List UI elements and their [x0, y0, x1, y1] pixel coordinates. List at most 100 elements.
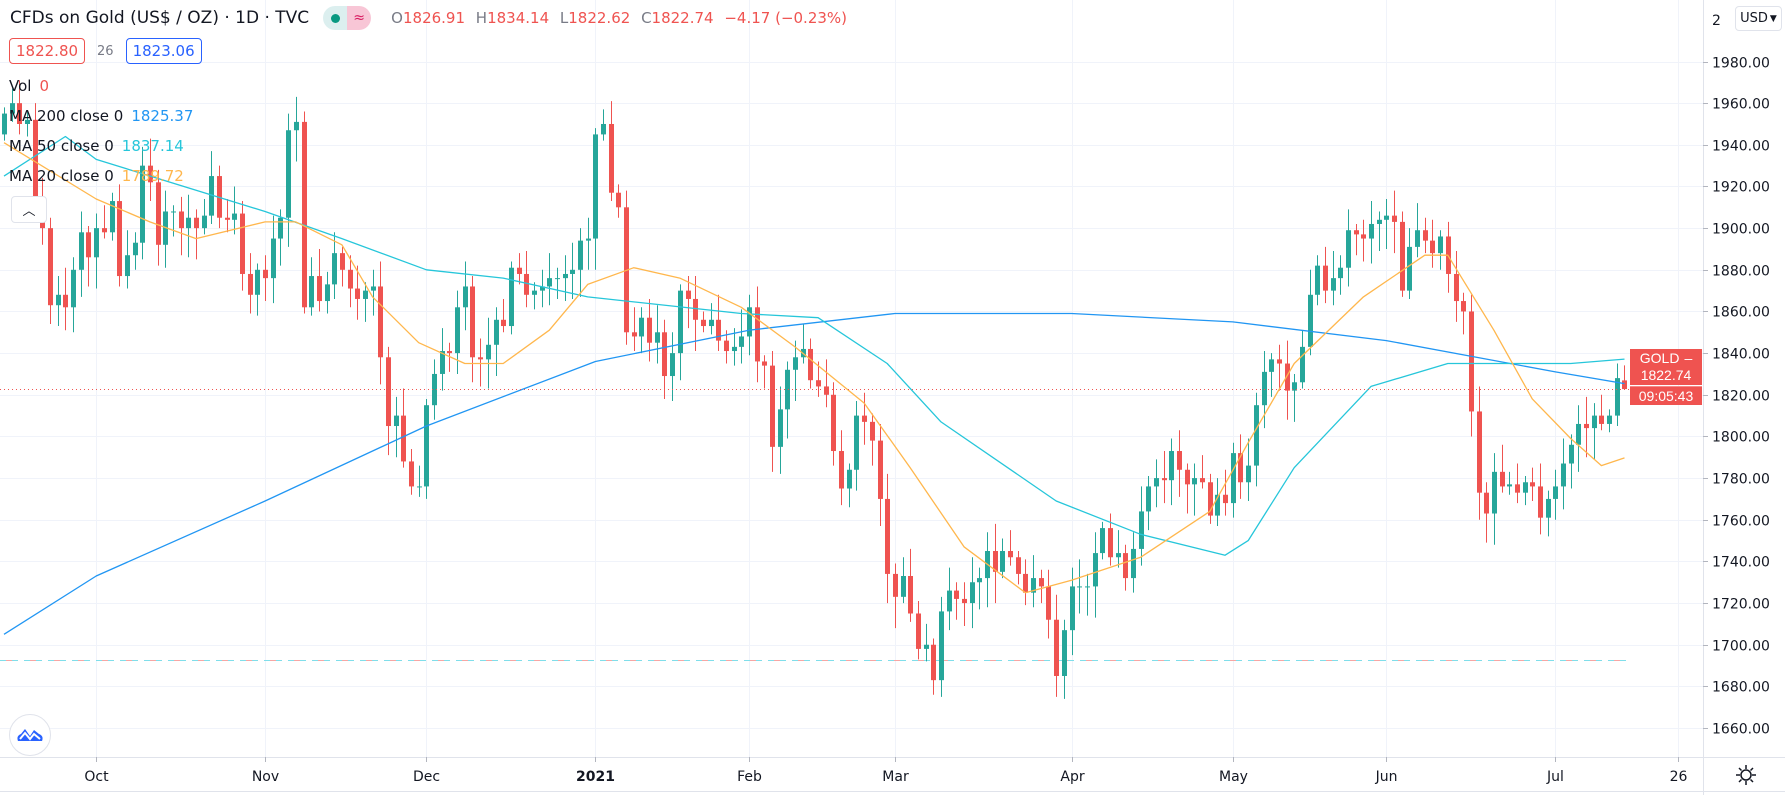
candle-body	[1331, 278, 1336, 291]
price-scale[interactable]: 1980.00 1960.00 1940.00 1920.00 1900.00 1880.…	[1703, 13, 1770, 738]
candle-body	[1438, 236, 1443, 254]
candle-body	[1492, 471, 1497, 514]
candle-body	[1238, 453, 1243, 483]
candle-down	[1423, 217, 1428, 254]
candle-up	[309, 257, 314, 316]
candle-up	[1085, 573, 1090, 616]
price-tick-label: 1760.00	[1712, 514, 1770, 530]
candle-up	[255, 263, 260, 316]
price-tick-label: 1860.00	[1712, 305, 1770, 321]
candle-body	[509, 267, 514, 327]
candle-up	[1146, 476, 1151, 531]
candle-down	[870, 413, 875, 466]
candle-down	[831, 382, 836, 466]
currency-dropdown[interactable]: USD ▼	[1735, 6, 1782, 31]
symbol-title[interactable]: CFDs on Gold (US$ / OZ) · 1D · TVC	[10, 8, 310, 28]
collapse-legend-button[interactable]: ︿	[11, 196, 47, 223]
price-tick-label: 1880.00	[1712, 264, 1770, 280]
candle-body	[1185, 469, 1190, 485]
price-tick-label: 1820.00	[1712, 389, 1770, 405]
candle-body	[225, 217, 230, 220]
last-price-symbol: GOLD	[1639, 350, 1680, 366]
candle-body	[709, 319, 714, 327]
price-tick-label: 1940.00	[1712, 139, 1770, 155]
candle-up	[570, 242, 575, 299]
candle-body	[1146, 486, 1151, 512]
candle-body	[1139, 511, 1144, 549]
candle-up	[563, 255, 568, 302]
candle-body	[601, 123, 606, 135]
grid	[0, 0, 1703, 757]
candle-body	[655, 332, 660, 343]
candle-up	[924, 623, 929, 662]
change-value: −4.17 (−0.23%)	[724, 9, 848, 27]
candle-up	[1331, 251, 1336, 306]
candle-body	[194, 217, 199, 229]
candle-body	[762, 361, 767, 366]
legend-vol[interactable]: Vol 0	[9, 77, 49, 95]
ma200-line	[3, 312, 1625, 635]
candle-body	[1553, 486, 1558, 499]
spread: 26	[97, 43, 114, 59]
tradingview-logo[interactable]	[9, 714, 51, 756]
ma50-line	[3, 135, 1625, 556]
candle-up	[901, 557, 906, 604]
candle-body	[893, 573, 898, 597]
candle-body	[1085, 586, 1090, 588]
candle-body	[1361, 234, 1366, 239]
candle-body	[939, 611, 944, 681]
candle-body	[1277, 359, 1282, 364]
candle-up	[1592, 403, 1597, 460]
candle-up	[1384, 198, 1389, 249]
buy-button[interactable]: 1823.06	[125, 38, 202, 64]
legend-ma20[interactable]: MA 20 close 0 1789.72	[9, 167, 184, 185]
candle-up	[10, 88, 15, 122]
candle-up	[432, 359, 437, 420]
candle-body	[1622, 380, 1627, 390]
candle-down	[86, 226, 91, 287]
candle-body	[962, 598, 967, 604]
candle-body	[993, 551, 998, 572]
candle-up	[578, 228, 583, 297]
candle-down	[17, 80, 22, 135]
candle-up	[209, 151, 214, 224]
candle-body	[179, 211, 184, 229]
candle-body	[563, 273, 568, 279]
candle-up	[1169, 438, 1174, 506]
time-scale[interactable]: Oct Nov Dec 2021 Feb Mar Apr May Jun Jul 26	[84, 757, 1687, 785]
sell-button[interactable]: 1822.80	[9, 38, 86, 64]
candle-up	[1300, 330, 1305, 389]
candle-up	[363, 282, 368, 322]
candle-up	[1000, 538, 1005, 579]
candle-up	[486, 317, 491, 389]
status-pill[interactable]: ≈	[323, 6, 372, 30]
candle-down	[1361, 219, 1366, 262]
candle-body	[616, 192, 621, 208]
candle-up	[440, 328, 445, 391]
candle-body	[470, 286, 475, 358]
candle-body	[732, 346, 737, 352]
candle-up	[1246, 438, 1251, 502]
candle-body	[686, 290, 691, 299]
candle-down	[302, 111, 307, 314]
candle-down	[808, 338, 813, 389]
candle-body	[532, 290, 537, 295]
candle-body	[25, 119, 30, 124]
candle-body	[1354, 230, 1359, 235]
legend-ma50[interactable]: MA 50 close 0 1837.14	[9, 137, 184, 155]
candle-down	[102, 205, 107, 239]
candle-body	[924, 644, 929, 649]
candle-up	[977, 567, 982, 610]
candle-down	[931, 638, 936, 695]
candle-up	[2, 107, 7, 141]
candle-body	[1200, 478, 1205, 483]
candle-body	[916, 613, 921, 649]
candle-up	[325, 271, 330, 314]
settings-gear-icon[interactable]	[1735, 764, 1757, 786]
candle-body	[555, 278, 560, 280]
candle-down	[908, 548, 913, 622]
chevron-up-icon: ︿	[22, 204, 36, 219]
candle-body	[1093, 553, 1098, 587]
legend-ma200[interactable]: MA 200 close 0 1825.37	[9, 107, 193, 125]
